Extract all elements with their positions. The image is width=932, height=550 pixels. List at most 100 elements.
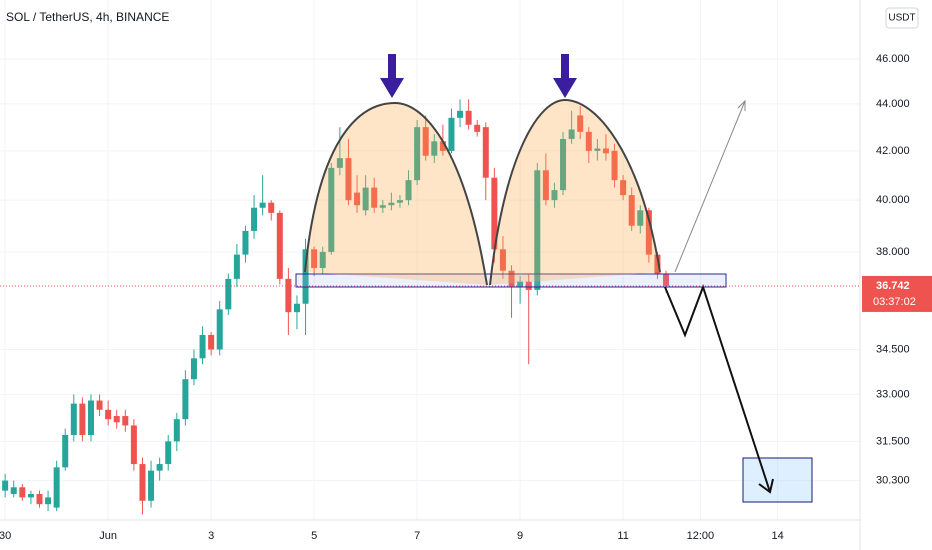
candle-body (568, 129, 575, 139)
candle-body (542, 170, 549, 201)
candle-body (216, 309, 223, 350)
candle-body (233, 254, 240, 279)
candle-body (354, 192, 361, 206)
candle-body (465, 110, 472, 125)
candle-body (251, 207, 258, 231)
left-cup (304, 101, 488, 286)
candle-body (645, 210, 652, 255)
candle-body (345, 158, 352, 201)
candle-body (396, 200, 403, 203)
y-tick-label: 40.000 (876, 194, 910, 206)
neckline-zone (295, 273, 727, 288)
y-tick-label: 34.500 (876, 343, 910, 355)
candle-body (173, 419, 180, 442)
down-scenario (664, 283, 771, 493)
candle-body (87, 400, 94, 435)
candle-body (414, 127, 421, 181)
candle-body (508, 270, 515, 288)
countdown: 03:37:02 (873, 296, 916, 308)
candle-body (302, 249, 309, 304)
x-tick-label: Jun (99, 530, 117, 542)
x-tick-label: 12:00 (687, 530, 715, 542)
y-tick-label: 31.500 (876, 435, 910, 447)
currency-badge (885, 7, 919, 29)
x-tick-label: 30 (0, 530, 11, 542)
candle-body (199, 334, 206, 359)
candle-body (362, 187, 369, 211)
candle-body (122, 416, 129, 426)
x-tick-label: 14 (771, 530, 783, 542)
candle-body (242, 230, 249, 255)
candle-body (36, 494, 43, 505)
candle-body (602, 148, 609, 154)
candle-body (422, 127, 429, 156)
y-tick-label: 33.000 (876, 388, 910, 400)
candle-body (10, 487, 17, 495)
candle-body (79, 403, 86, 435)
candle-body (328, 167, 335, 252)
candle-body (379, 205, 386, 208)
candle-body (560, 138, 567, 191)
y-tick-label: 44.000 (876, 98, 910, 110)
candle-body (551, 190, 558, 201)
candle-body (371, 187, 378, 208)
candle-body (96, 400, 103, 410)
candle-body (70, 403, 77, 435)
candle-body (53, 467, 60, 508)
candle-body (156, 464, 163, 471)
x-tick-label: 7 (414, 530, 420, 542)
x-tick-label: 9 (517, 530, 523, 542)
candle-body (285, 278, 292, 313)
chart-title: SOL / TetherUS, 4h, BINANCE (6, 10, 169, 24)
candle-body (491, 177, 498, 250)
candle-body (534, 170, 541, 290)
candle-body (611, 150, 618, 181)
candle-body (499, 249, 506, 271)
candle-body (319, 251, 326, 269)
right-cup (489, 98, 661, 286)
candle-body (276, 212, 283, 279)
candle-body (388, 202, 395, 206)
currency: USDT (888, 13, 915, 24)
down-arrowhead (758, 478, 774, 494)
candle-body (225, 278, 232, 310)
candle-body (208, 334, 215, 350)
candle-body (113, 416, 120, 423)
candle-body (577, 115, 584, 132)
right-cup-fill (490, 100, 660, 285)
candle-body (654, 254, 661, 274)
last-price-box (862, 275, 932, 312)
candle-body (439, 141, 446, 151)
candle-body (637, 210, 644, 226)
candle-body (19, 487, 26, 498)
candle-body (517, 281, 524, 288)
candle-body (268, 202, 275, 213)
candle-body (663, 273, 670, 286)
candle-body (431, 141, 438, 156)
candle-body (585, 131, 592, 151)
candle-body (130, 425, 137, 465)
candle-body (594, 148, 601, 151)
top-arrow-left (380, 54, 404, 98)
last-price-label: 36.742 (876, 280, 910, 292)
candle-body (474, 124, 481, 132)
candle-body (45, 497, 52, 505)
top-arrow-right (553, 54, 577, 98)
x-tick-label: 5 (311, 530, 317, 542)
target-zone (742, 457, 813, 503)
y-tick-label: 38.000 (876, 246, 910, 258)
y-tick-label: 46.000 (876, 53, 910, 65)
candle-body (62, 434, 69, 468)
candle-body (628, 195, 635, 226)
candle-body (336, 158, 343, 168)
candle-body (259, 202, 266, 208)
candle-body (139, 464, 146, 501)
drawings (295, 54, 813, 503)
candle-body (293, 303, 300, 313)
candle-body (311, 249, 318, 269)
up-scenario (674, 100, 746, 273)
candle-body (405, 180, 412, 201)
candle-body (105, 409, 112, 420)
candle-body (165, 441, 172, 465)
